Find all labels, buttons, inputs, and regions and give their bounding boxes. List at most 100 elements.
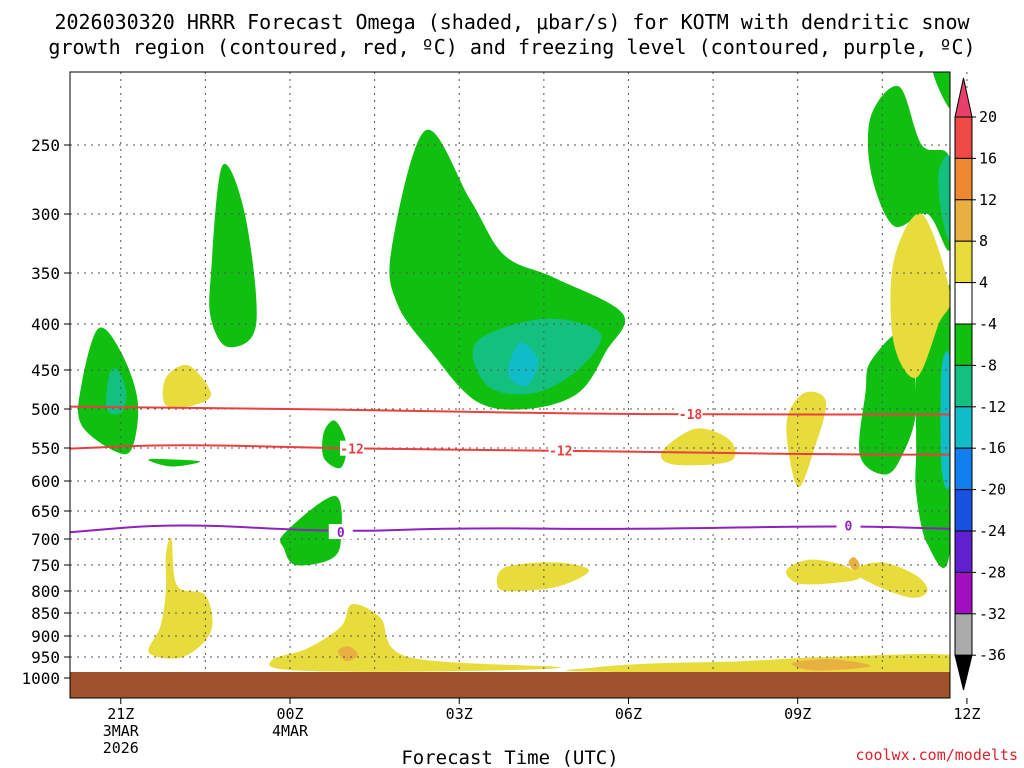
dgz-bottom-label: -12 <box>340 443 363 458</box>
dgz-top-label-bg <box>678 406 703 422</box>
colorbar-label: -4 <box>979 315 997 333</box>
colorbar-label: -32 <box>979 605 1006 623</box>
rising-region-9 <box>565 654 950 672</box>
y-tick-label: 400 <box>31 315 60 334</box>
y-tick-label: 1000 <box>21 669 60 688</box>
colorbar-label: -28 <box>979 563 1006 581</box>
omega-region-1 <box>106 368 127 415</box>
colorbar-swatch <box>954 199 973 242</box>
colorbar-label: -24 <box>979 522 1006 540</box>
freezing-level-label-bg <box>836 517 861 533</box>
rising-region-12 <box>848 557 860 571</box>
rising-region-11 <box>337 646 358 662</box>
omega-region-14 <box>933 72 950 109</box>
colorbar-bottom-arrow <box>954 654 973 691</box>
y-tick-label: 900 <box>31 627 60 646</box>
colorbar-label: -20 <box>979 481 1006 499</box>
y-tick-label: 250 <box>31 136 60 155</box>
x-tick-label: 09Z <box>784 705 811 723</box>
colorbar: 20 16 12 8 4 -4 -8 -12 -16 -20 -24 -28 -32 -36 <box>954 77 1006 691</box>
colorbar-swatch <box>954 571 973 615</box>
rising-region-6 <box>496 562 590 592</box>
ground-surface <box>70 672 950 698</box>
x-tick-label: 4MAR <box>272 722 309 740</box>
y-tick-label: 750 <box>31 556 60 575</box>
omega-region-10 <box>940 350 950 490</box>
credit-text: coolwx.com/modelts <box>855 746 1018 764</box>
y-tick-label: 300 <box>31 205 60 224</box>
colorbar-swatch <box>954 530 973 573</box>
x-tick-label: 06Z <box>615 705 642 723</box>
y-tick-label: 950 <box>31 648 60 667</box>
colorbar-label: -16 <box>979 439 1006 457</box>
dgz-top-label: -18 <box>679 408 703 423</box>
y-tick-label: 850 <box>31 604 60 623</box>
y-tick-label: 550 <box>31 439 60 458</box>
x-tick-label: 03Z <box>446 705 473 723</box>
omega-region-3 <box>209 163 257 348</box>
dgz-bottom-label-bg <box>548 442 573 458</box>
rising-region-5 <box>269 603 561 672</box>
rising-region-2 <box>786 391 827 488</box>
colorbar-label: 12 <box>979 191 997 209</box>
colorbar-swatch <box>954 157 973 201</box>
x-axis-label: Forecast Time (UTC) <box>401 747 618 768</box>
colorbar-swatch <box>954 447 973 491</box>
colorbar-swatch <box>954 116 973 159</box>
y-tick-label: 450 <box>31 361 60 380</box>
colorbar-swatch <box>954 406 973 449</box>
colorbar-swatch <box>954 364 973 408</box>
y-tick-label: 800 <box>31 582 60 601</box>
omega-region-13 <box>938 155 950 240</box>
freezing-level-label: 0 <box>337 526 345 541</box>
colorbar-label: -8 <box>979 356 997 374</box>
freezing-level-label-bg <box>328 524 353 540</box>
y-tick-label: 500 <box>31 400 60 419</box>
rising-region-0 <box>162 364 212 408</box>
colorbar-swatch <box>954 489 973 532</box>
colorbar-label: -36 <box>979 646 1006 664</box>
freezing-level-label: 0 <box>845 520 853 535</box>
colorbar-swatch <box>954 613 973 656</box>
y-tick-label: 700 <box>31 530 60 549</box>
dgz-bottom-contour <box>70 444 950 456</box>
omega-region-8 <box>508 342 539 387</box>
y-tick-label: 650 <box>31 502 60 521</box>
dgz-bottom-label-bg <box>340 440 365 456</box>
colorbar-label: 8 <box>979 232 988 250</box>
rising-region-1 <box>660 428 736 466</box>
colorbar-label: 16 <box>979 149 997 167</box>
rising-region-7 <box>786 559 860 585</box>
y-axis-ticks: 250 300 350 400 450 500 550 600 650 700 750 800 850 9… <box>21 136 70 688</box>
colorbar-top-arrow <box>954 77 973 118</box>
omega-region-2 <box>148 458 201 467</box>
rising-region-8 <box>853 562 928 598</box>
rising-region-10 <box>791 659 872 671</box>
x-tick-label: 21Z <box>107 705 134 723</box>
omega-region-11 <box>859 331 917 475</box>
rising-region-3 <box>890 213 950 378</box>
x-tick-label: 2026 <box>103 739 139 757</box>
colorbar-swatch <box>954 323 973 366</box>
chart-title-line1: 2026030320 HRRR Forecast Omega (shaded, … <box>54 10 970 34</box>
freezing-level-contour <box>70 524 950 534</box>
colorbar-label: 20 <box>979 108 997 126</box>
x-tick-label: 12Z <box>953 705 980 723</box>
x-tick-label: 00Z <box>276 705 303 723</box>
omega-region-12 <box>867 85 950 251</box>
colorbar-swatch <box>954 240 973 284</box>
y-tick-label: 600 <box>31 472 60 491</box>
y-tick-label: 350 <box>31 264 60 283</box>
colorbar-label: -12 <box>979 398 1006 416</box>
plot-frame <box>69 71 951 699</box>
x-tick-label: 3MAR <box>103 722 140 740</box>
omega-shading <box>78 72 950 672</box>
omega-region-7 <box>472 318 602 395</box>
temperature-contours: -18 -12 -12 0 0 <box>70 405 950 541</box>
dgz-top-contour <box>70 405 950 416</box>
dgz-bottom-label: -12 <box>549 445 572 460</box>
chart-title-line2: growth region (contoured, red, ºC) and f… <box>48 35 975 59</box>
colorbar-label: 4 <box>979 274 988 292</box>
